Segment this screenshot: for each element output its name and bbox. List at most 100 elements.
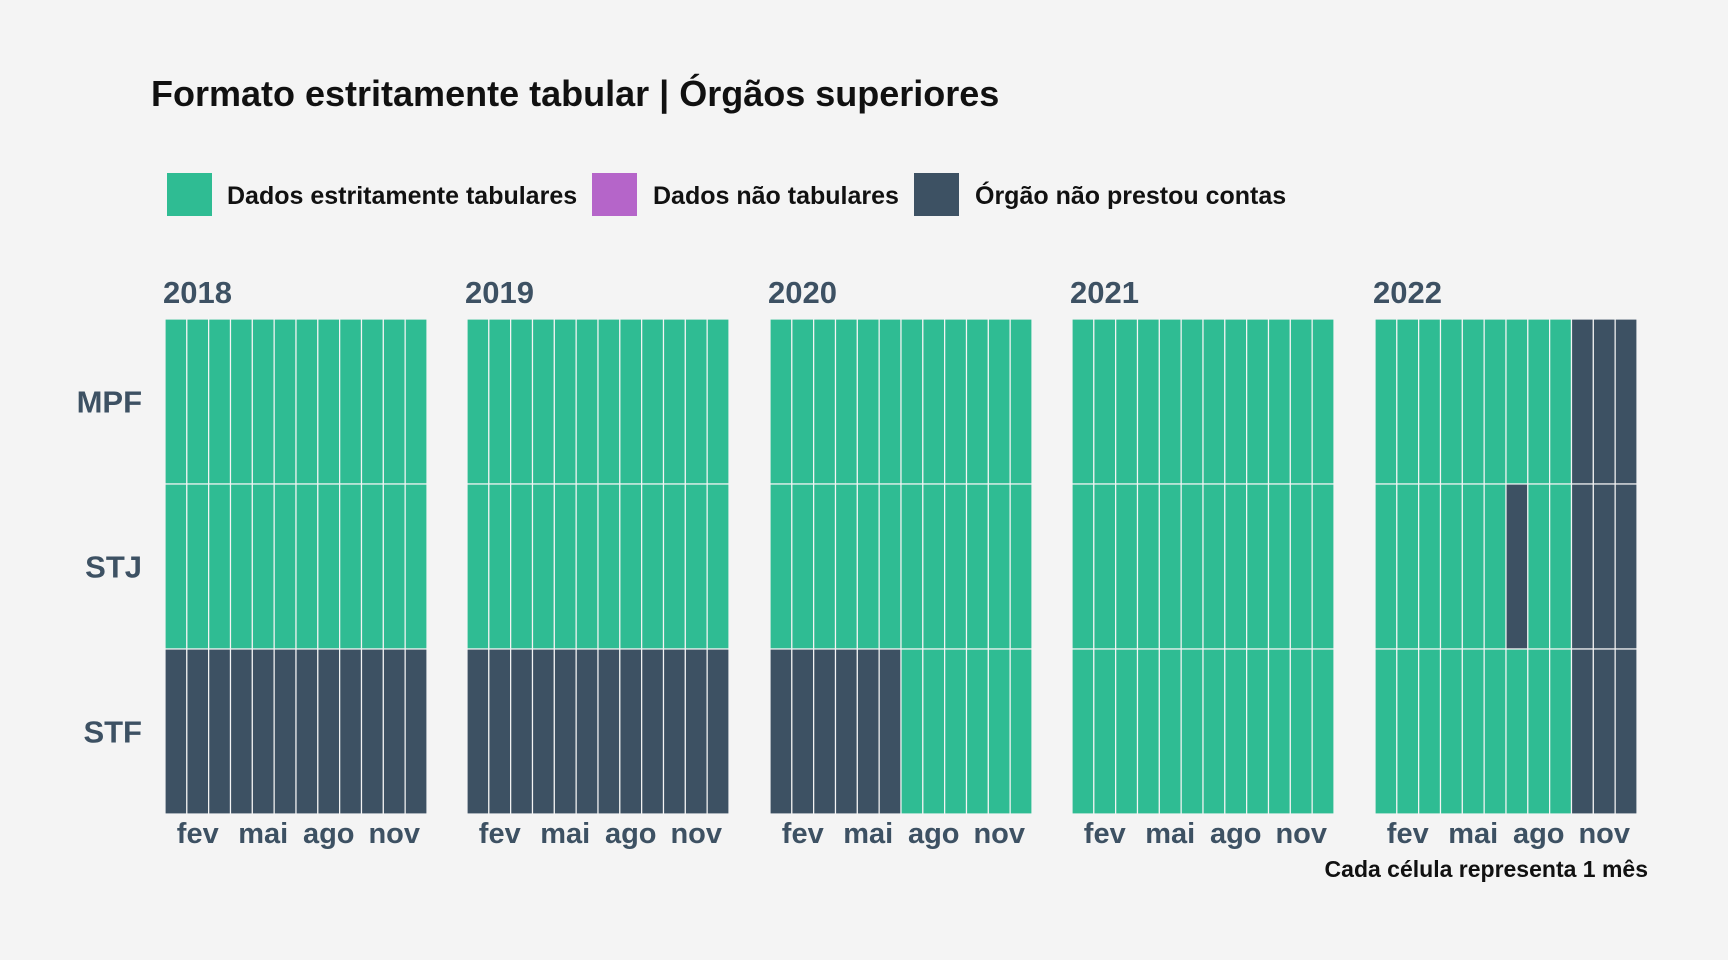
tick-ago-2021: ago xyxy=(1210,818,1262,850)
cell-2018-stf-2 xyxy=(186,648,210,815)
cell-2020-stf-8 xyxy=(922,648,946,815)
cell-2018-mpf-4 xyxy=(229,318,253,485)
cell-2019-stf-1 xyxy=(466,648,490,815)
cell-2021-stf-12 xyxy=(1311,648,1335,815)
cell-2020-mpf-2 xyxy=(791,318,815,485)
cell-2019-stj-12 xyxy=(706,483,730,650)
cell-2022-stj-5 xyxy=(1461,483,1485,650)
cell-2020-mpf-4 xyxy=(834,318,858,485)
cell-2022-stf-8 xyxy=(1527,648,1551,815)
cell-2022-stj-8 xyxy=(1527,483,1551,650)
cell-2021-stj-3 xyxy=(1115,483,1139,650)
legend: Dados estritamente tabulares Dados não t… xyxy=(167,173,1286,216)
cell-2019-stf-11 xyxy=(684,648,708,815)
cell-2022-stf-1 xyxy=(1374,648,1398,815)
cell-2019-mpf-6 xyxy=(575,318,599,485)
cell-2020-mpf-12 xyxy=(1009,318,1033,485)
cell-2022-stj-3 xyxy=(1418,483,1442,650)
cell-2021-stj-11 xyxy=(1289,483,1313,650)
cell-2021-stj-6 xyxy=(1180,483,1204,650)
cell-2022-mpf-11 xyxy=(1592,318,1616,485)
cell-2019-stf-8 xyxy=(619,648,643,815)
cell-2021-stf-10 xyxy=(1267,648,1291,815)
cell-2020-stj-1 xyxy=(769,483,793,650)
cell-2022-mpf-3 xyxy=(1418,318,1442,485)
cell-2019-stj-9 xyxy=(641,483,665,650)
cell-2019-stj-4 xyxy=(531,483,555,650)
cell-2018-mpf-3 xyxy=(208,318,232,485)
tick-nov-2021: nov xyxy=(1275,818,1327,850)
cell-2022-stf-11 xyxy=(1592,648,1616,815)
cell-2019-stf-7 xyxy=(597,648,621,815)
cell-2022-mpf-2 xyxy=(1396,318,1420,485)
legend-label-tabular: Dados estritamente tabulares xyxy=(227,182,577,210)
cell-2021-mpf-6 xyxy=(1180,318,1204,485)
cell-2020-mpf-3 xyxy=(813,318,837,485)
cell-2018-stf-8 xyxy=(317,648,341,815)
cell-2020-stf-6 xyxy=(878,648,902,815)
cell-2019-mpf-11 xyxy=(684,318,708,485)
cell-2022-stj-11 xyxy=(1592,483,1616,650)
cell-2018-stj-9 xyxy=(339,483,363,650)
cell-2019-mpf-7 xyxy=(597,318,621,485)
cell-2018-mpf-1 xyxy=(164,318,188,485)
facet-label-2020: 2020 xyxy=(768,275,837,310)
tick-mai-2022: mai xyxy=(1448,818,1498,850)
cell-2018-stj-3 xyxy=(208,483,232,650)
cell-2021-mpf-10 xyxy=(1267,318,1291,485)
tick-fev-2019: fev xyxy=(479,818,521,850)
cell-2019-stj-11 xyxy=(684,483,708,650)
cell-2022-stj-2 xyxy=(1396,483,1420,650)
facet-2020: 2020 fev mai ago nov xyxy=(768,275,1033,850)
cell-2020-stf-3 xyxy=(813,648,837,815)
cell-2020-mpf-1 xyxy=(769,318,793,485)
cell-2022-stf-9 xyxy=(1549,648,1573,815)
cell-2020-stj-10 xyxy=(965,483,989,650)
facet-2021: 2021 fev mai ago nov xyxy=(1070,275,1335,850)
tick-fev-2018: fev xyxy=(177,818,219,850)
cell-2022-stf-5 xyxy=(1461,648,1485,815)
cell-2020-stj-12 xyxy=(1009,483,1033,650)
cell-2020-stf-2 xyxy=(791,648,815,815)
cell-2022-stj-12 xyxy=(1614,483,1638,650)
cell-2022-stj-9 xyxy=(1549,483,1573,650)
cell-2021-mpf-3 xyxy=(1115,318,1139,485)
cell-2021-mpf-7 xyxy=(1202,318,1226,485)
cell-2018-stj-5 xyxy=(251,483,275,650)
tick-nov-2018: nov xyxy=(368,818,420,850)
legend-label-non-tabular: Dados não tabulares xyxy=(653,182,899,210)
cell-2021-mpf-12 xyxy=(1311,318,1335,485)
cell-2018-mpf-11 xyxy=(382,318,406,485)
facet-2019: 2019 fev mai ago nov xyxy=(465,275,730,850)
row-label-mpf: MPF xyxy=(77,385,142,420)
cell-2018-stf-7 xyxy=(295,648,319,815)
cell-2021-stf-6 xyxy=(1180,648,1204,815)
cell-2018-stf-5 xyxy=(251,648,275,815)
cell-2018-mpf-6 xyxy=(273,318,297,485)
cell-2021-mpf-5 xyxy=(1158,318,1182,485)
cell-2018-stf-4 xyxy=(229,648,253,815)
cell-2018-stj-11 xyxy=(382,483,406,650)
cell-2020-stf-4 xyxy=(834,648,858,815)
cell-2019-stf-10 xyxy=(662,648,686,815)
cell-2020-mpf-7 xyxy=(900,318,924,485)
cell-2020-stf-1 xyxy=(769,648,793,815)
cell-2022-stj-1 xyxy=(1374,483,1398,650)
cell-2019-mpf-8 xyxy=(619,318,643,485)
cell-2018-stf-9 xyxy=(339,648,363,815)
tick-fev-2020: fev xyxy=(782,818,824,850)
chart-caption: Cada célula representa 1 mês xyxy=(1325,856,1648,882)
cell-2019-mpf-4 xyxy=(531,318,555,485)
facet-label-2018: 2018 xyxy=(163,275,232,310)
cell-2022-stj-7 xyxy=(1505,483,1529,650)
cell-2018-stf-3 xyxy=(208,648,232,815)
cell-2019-stf-5 xyxy=(553,648,577,815)
cell-2018-stj-6 xyxy=(273,483,297,650)
tick-nov-2020: nov xyxy=(973,818,1025,850)
cell-2020-mpf-8 xyxy=(922,318,946,485)
cell-2021-stf-4 xyxy=(1136,648,1160,815)
legend-swatch-non-tabular xyxy=(592,173,637,216)
tick-mai-2019: mai xyxy=(540,818,590,850)
cell-2021-stj-10 xyxy=(1267,483,1291,650)
